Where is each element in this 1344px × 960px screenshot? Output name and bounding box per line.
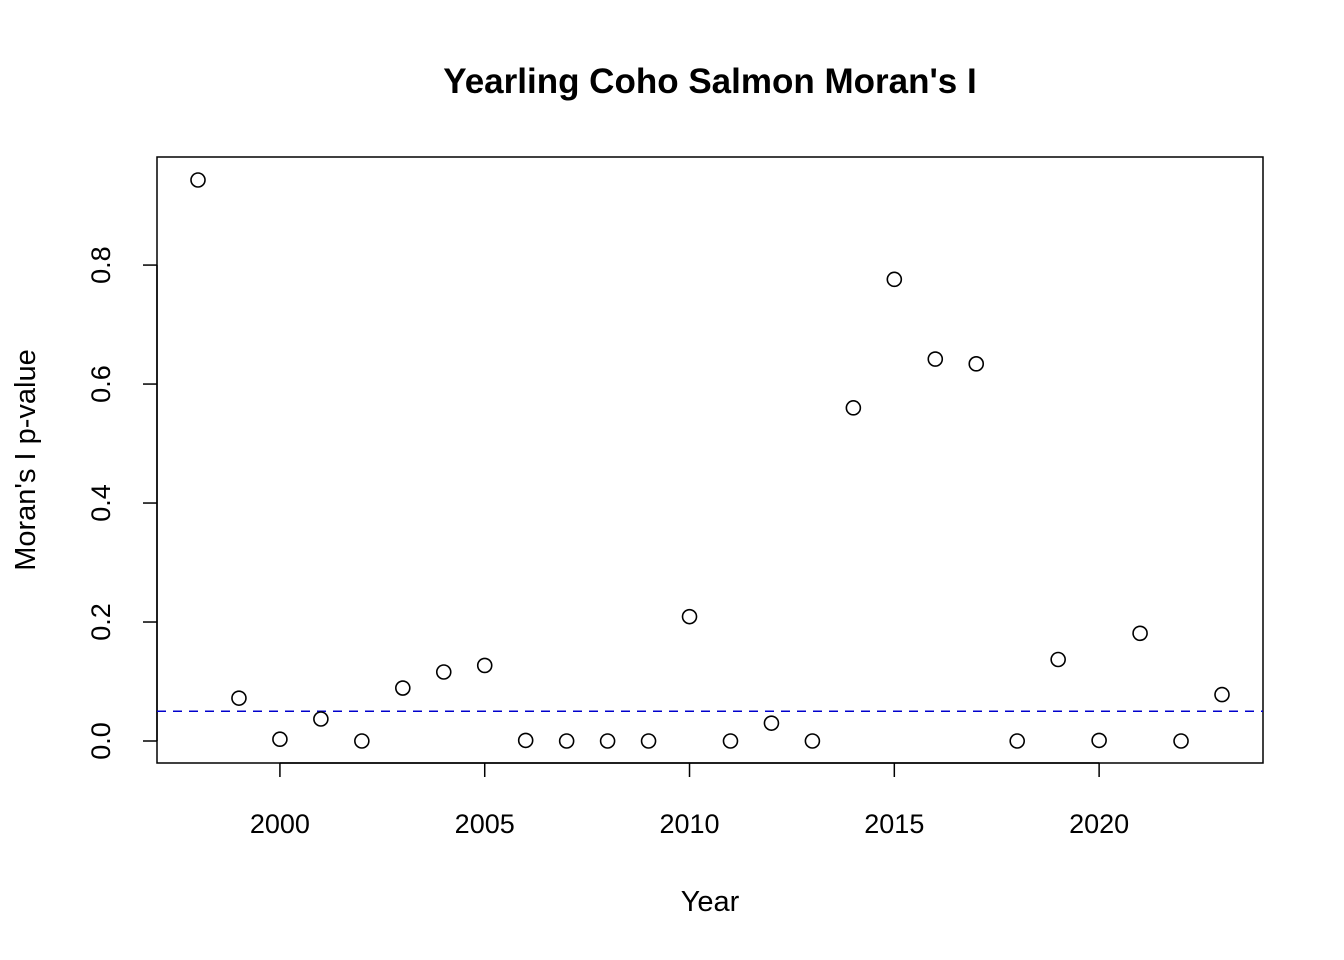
- data-point-2008: [599, 733, 616, 749]
- x-axis: 2000 2005 2010 2015 2020: [250, 762, 1129, 839]
- data-point-2015: [886, 271, 903, 288]
- data-point-2023: [1214, 686, 1230, 703]
- x-tick-label: 2005: [455, 809, 515, 839]
- data-point-2011: [722, 733, 739, 749]
- data-point-2002: [354, 733, 370, 749]
- y-tick-label: 0.0: [86, 722, 116, 760]
- data-point-2000: [272, 731, 288, 748]
- y-tick-label: 0.6: [86, 365, 116, 403]
- data-point-2018: [1009, 733, 1026, 749]
- data-point-2005: [476, 657, 493, 674]
- data-point-2016: [927, 351, 944, 367]
- data-point-2004: [435, 664, 452, 680]
- data-point-2006: [517, 732, 534, 749]
- x-tick-label: 2000: [250, 809, 310, 839]
- data-point-2007: [558, 733, 575, 749]
- data-point-2013: [804, 733, 821, 749]
- data-point-2017: [968, 356, 985, 372]
- data-point-2020: [1091, 732, 1107, 749]
- y-axis: 0.0 0.2 0.4 0.6 0.8: [86, 246, 158, 760]
- plot-frame: [156, 156, 1264, 764]
- x-tick-label: 2010: [659, 809, 719, 839]
- data-point-2021: [1132, 625, 1148, 642]
- x-axis-label: Year: [681, 886, 740, 918]
- x-tick-label: 2015: [864, 809, 924, 839]
- y-tick-label: 0.8: [86, 246, 116, 284]
- data-points: [190, 172, 1230, 749]
- x-tick-label: 2020: [1069, 809, 1129, 839]
- y-tick-label: 0.4: [86, 484, 116, 522]
- data-point-2022: [1173, 733, 1189, 749]
- data-point-1999: [231, 690, 247, 706]
- data-point-2019: [1050, 651, 1066, 668]
- data-point-2014: [845, 400, 862, 416]
- data-point-2012: [763, 715, 780, 731]
- data-point-2001: [313, 711, 329, 727]
- data-point-1998: [190, 172, 206, 188]
- y-axis-label: Moran's I p-value: [10, 349, 42, 571]
- y-tick-label: 0.2: [86, 603, 116, 641]
- data-point-2010: [681, 608, 698, 625]
- data-point-2003: [394, 680, 411, 696]
- data-point-2009: [640, 733, 657, 749]
- chart-title: Yearling Coho Salmon Moran's I: [443, 62, 976, 101]
